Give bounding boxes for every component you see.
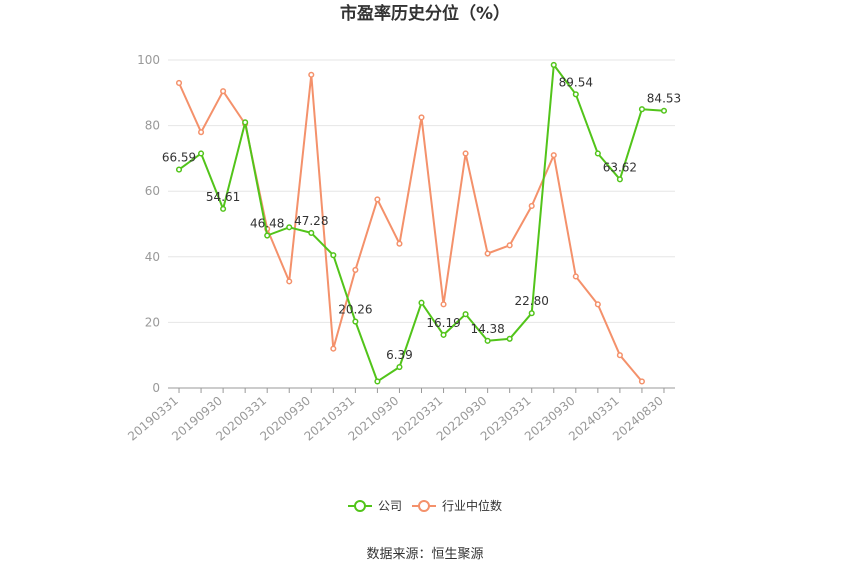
y-axis: 0 20 40 60 80 100 (137, 53, 160, 395)
data-label: 84.53 (647, 92, 681, 106)
legend-item-company[interactable]: 公司 (348, 499, 402, 513)
data-point (506, 242, 513, 249)
data-point (484, 250, 491, 257)
data-point (638, 378, 645, 385)
data-point (198, 129, 205, 136)
data-point (418, 114, 425, 121)
data-label: 54.61 (206, 190, 240, 204)
data-point (308, 71, 315, 78)
legend-label-industry: 行业中位数 (442, 498, 502, 513)
y-tick-label: 20 (145, 315, 160, 329)
y-tick-label: 40 (145, 250, 160, 264)
data-label: 89.54 (559, 75, 593, 89)
grid (168, 59, 675, 323)
y-tick-label: 60 (145, 184, 160, 198)
data-point (396, 363, 403, 371)
legend[interactable]: 公司 行业中位数 (348, 498, 502, 513)
data-point (616, 352, 623, 359)
series-group (175, 61, 668, 385)
y-tick-label: 100 (137, 53, 160, 67)
data-label: 6.39 (386, 348, 413, 362)
data-point (550, 152, 557, 159)
data-label: 14.38 (470, 322, 504, 336)
y-tick-label: 80 (145, 119, 160, 133)
data-point (286, 278, 293, 285)
data-point (352, 266, 359, 273)
data-point (198, 150, 205, 157)
data-point (396, 240, 403, 247)
data-point (308, 229, 315, 236)
data-point (330, 345, 337, 352)
data-label: 47.28 (294, 214, 328, 228)
data-point (572, 91, 579, 98)
data-point (242, 119, 249, 126)
data-point (175, 166, 183, 173)
legend-item-industry[interactable]: 行业中位数 (412, 498, 502, 513)
data-label: 66.59 (162, 151, 196, 165)
data-point (418, 299, 425, 306)
data-point (616, 176, 623, 183)
data-point (484, 337, 491, 344)
data-point (352, 318, 359, 325)
data-point (528, 202, 535, 210)
legend-label-company: 公司 (378, 499, 402, 513)
data-point (660, 107, 668, 114)
data-label: 63.62 (603, 160, 637, 174)
y-tick-label: 0 (152, 381, 160, 395)
data-point (594, 301, 601, 308)
data-point (572, 273, 579, 280)
data-point (374, 378, 381, 385)
data-point (220, 88, 227, 95)
data-label: 20.26 (338, 303, 372, 317)
x-axis: 2019033120190930202003312020093020210331… (125, 387, 675, 444)
data-point (440, 301, 447, 308)
data-point (264, 232, 271, 239)
series-0 (175, 61, 668, 385)
data-label: 46.48 (250, 217, 284, 231)
data-point (638, 106, 645, 113)
data-point (528, 310, 535, 317)
data-point (175, 79, 183, 87)
legend-marker-company (354, 500, 366, 512)
data-label: 22.80 (515, 294, 549, 308)
data-labels: 66.59 54.61 46.48 47.28 20.26 6.39 16.19 14.38 2… (162, 75, 681, 362)
data-point (462, 150, 469, 157)
source-note: 数据来源：恒生聚源 (366, 547, 483, 562)
data-point (440, 331, 447, 338)
data-point (374, 196, 381, 203)
data-point (330, 252, 337, 259)
data-point (594, 150, 601, 157)
data-point (462, 311, 469, 318)
data-point (286, 224, 293, 231)
data-point (550, 61, 557, 68)
data-point (506, 335, 513, 342)
legend-marker-industry (418, 500, 430, 512)
chart-title: 市盈率历史分位（%） (340, 3, 510, 24)
data-label: 16.19 (426, 316, 460, 330)
data-point (220, 205, 227, 212)
